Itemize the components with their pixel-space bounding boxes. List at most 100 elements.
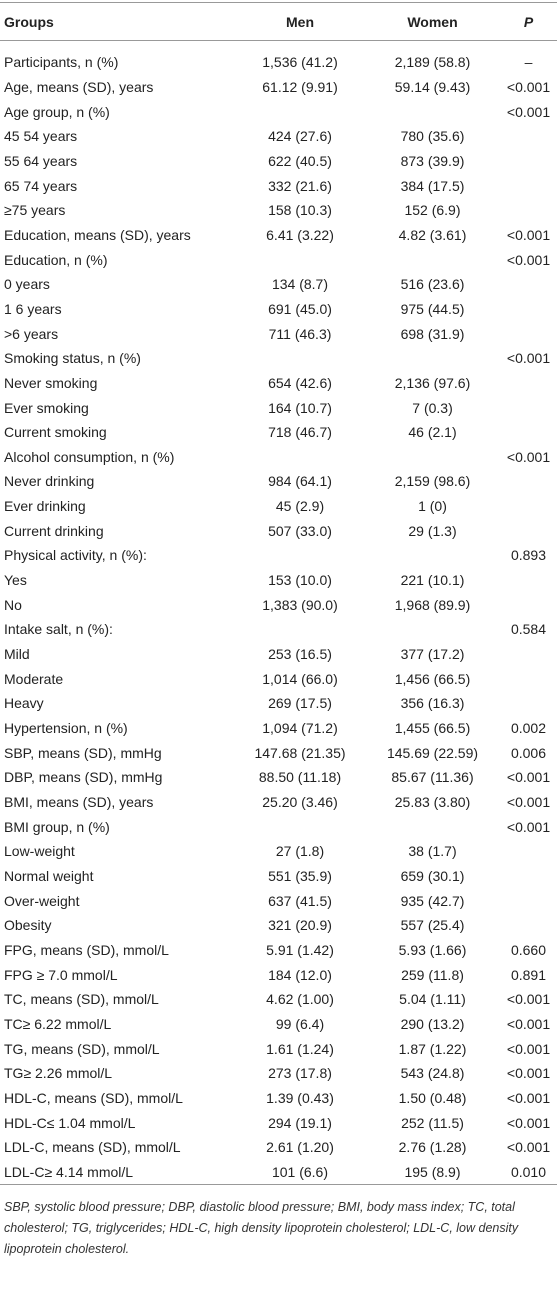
- table-cell: BMI group, n (%): [4, 818, 110, 835]
- table-cell: [500, 149, 557, 174]
- table-cell: [500, 666, 557, 691]
- table-cell: TC≥ 6.22 mmol/L: [4, 1015, 112, 1032]
- table-cell: 0.584: [510, 621, 547, 638]
- table-cell: HDL-C≤ 1.04 mmol/L: [4, 1114, 136, 1131]
- table-cell: 1,455 (66.5): [394, 720, 471, 737]
- table-cell: <0.001: [506, 78, 551, 95]
- table-cell: Normal weight: [4, 867, 94, 884]
- table-cell: 1 (0): [418, 498, 447, 515]
- table-cell: 551 (35.9): [268, 867, 332, 884]
- table-cell: FPG ≥ 7.0 mmol/L: [4, 966, 118, 983]
- table-cell: 691 (45.0): [268, 300, 332, 317]
- table-cell: [500, 297, 557, 322]
- table-row: >6 years 711 (46.3) 698 (31.9): [0, 321, 557, 346]
- table-cell: 2,159 (98.6): [394, 473, 471, 490]
- table-cell: Over-weight: [4, 892, 80, 909]
- table-cell: 332 (21.6): [268, 177, 332, 194]
- table-row: FPG ≥ 7.0 mmol/L 184 (12.0) 259 (11.8) 0.89…: [0, 962, 557, 987]
- table-cell: Ever smoking: [4, 399, 89, 416]
- table-cell: 45 (2.9): [275, 498, 325, 515]
- table-row: BMI group, n (%) <0.001: [0, 814, 557, 839]
- table-row: Alcohol consumption, n (%) <0.001: [0, 445, 557, 470]
- table-cell: 88.50 (11.18): [258, 769, 342, 786]
- table-cell: 557 (25.4): [400, 917, 465, 934]
- table-cell: Physical activity, n (%):: [4, 547, 147, 564]
- table-cell: Current drinking: [4, 522, 104, 539]
- table-cell: 164 (10.7): [268, 399, 332, 416]
- table-cell: 1,456 (66.5): [394, 670, 471, 687]
- table-cell: FPG, means (SD), mmol/L: [4, 941, 169, 958]
- table-cell: <0.001: [506, 1065, 551, 1082]
- table-row: Hypertension, n (%) 1,094 (71.2) 1,455 (66…: [0, 716, 557, 741]
- table-cell: 153 (10.0): [268, 572, 332, 589]
- table-cell: 46 (2.1): [408, 424, 457, 441]
- table-cell: [365, 346, 500, 371]
- table-cell: HDL-C, means (SD), mmol/L: [4, 1089, 183, 1106]
- table-cell: <0.001: [506, 1139, 551, 1156]
- table-cell: [500, 864, 557, 889]
- table-cell: [365, 99, 500, 124]
- table-cell: <0.001: [506, 818, 551, 835]
- table-cell: <0.001: [506, 1089, 551, 1106]
- table-cell: No: [4, 596, 22, 613]
- table-cell: Never smoking: [4, 374, 98, 391]
- table-cell: 543 (24.8): [400, 1065, 465, 1082]
- table-cell: Smoking status, n (%): [4, 350, 141, 367]
- table-cell: Current smoking: [4, 424, 107, 441]
- table-cell: 290 (13.2): [400, 1015, 465, 1032]
- table-cell: 147.68 (21.35): [254, 744, 346, 761]
- table-cell: 0.006: [510, 744, 547, 761]
- table-cell: [500, 494, 557, 519]
- table-row: LDL-C≥ 4.14 mmol/L 101 (6.6) 195 (8.9) 0.01…: [0, 1159, 557, 1186]
- table-row: TG, means (SD), mmol/L 1.61 (1.24) 1.87 (1…: [0, 1036, 557, 1061]
- table-cell: [235, 617, 365, 642]
- table-cell: 984 (64.1): [268, 473, 332, 490]
- table-cell: 2.61 (1.20): [266, 1139, 334, 1156]
- table-cell: 1,094 (71.2): [262, 720, 338, 737]
- footnote: SBP, systolic blood pressure; DBP, diast…: [4, 1200, 519, 1256]
- table-row: TC, means (SD), mmol/L 4.62 (1.00) 5.04 (1…: [0, 987, 557, 1012]
- table-cell: [500, 420, 557, 445]
- table-cell: [500, 321, 557, 346]
- table-row: SBP, means (SD), mmHg 147.68 (21.35) 145.6…: [0, 740, 557, 765]
- table-cell: 698 (31.9): [400, 325, 465, 342]
- table-cell: 1,383 (90.0): [262, 596, 338, 613]
- table-cell: >6 years: [4, 325, 59, 342]
- table-cell: [235, 543, 365, 568]
- header-cell: Groups: [0, 2, 235, 41]
- table-cell: 1,536 (41.2): [262, 54, 338, 71]
- table-cell: 7 (0.3): [412, 399, 453, 416]
- table-cell: <0.001: [506, 1114, 551, 1131]
- table-row: TC≥ 6.22 mmol/L 99 (6.4) 290 (13.2) <0.001: [0, 1012, 557, 1037]
- table-cell: Heavy: [4, 695, 44, 712]
- table-cell: Participants, n (%): [4, 54, 119, 71]
- table-cell: Obesity: [4, 917, 52, 934]
- table-row: LDL-C, means (SD), mmol/L 2.61 (1.20) 2.76…: [0, 1135, 557, 1160]
- table-cell: Alcohol consumption, n (%): [4, 448, 175, 465]
- table-cell: 27 (1.8): [275, 843, 325, 860]
- table-cell: 6.41 (3.22): [266, 226, 334, 243]
- table-cell: <0.001: [506, 226, 551, 243]
- table-cell: [500, 395, 557, 420]
- table-cell: 0.660: [510, 941, 547, 958]
- table-header: Groups Men Women P: [0, 2, 557, 41]
- table-cell: 2.76 (1.28): [398, 1139, 467, 1156]
- table-cell: 145.69 (22.59): [386, 744, 479, 761]
- table-cell: 1.87 (1.22): [398, 1040, 467, 1057]
- table-cell: [365, 247, 500, 272]
- table-row: Yes 153 (10.0) 221 (10.1): [0, 568, 557, 593]
- header-row: Groups Men Women P: [0, 2, 557, 41]
- spacer: [0, 41, 557, 51]
- table-cell: 25.20 (3.46): [262, 794, 338, 811]
- table-cell: <0.001: [506, 251, 551, 268]
- table-cell: 45 54 years: [4, 128, 78, 145]
- table-cell: [500, 691, 557, 716]
- table-cell: 935 (42.7): [400, 892, 465, 909]
- table-cell: [235, 445, 365, 470]
- table-cell: [500, 124, 557, 149]
- table-row: 55 64 years 622 (40.5) 873 (39.9): [0, 149, 557, 174]
- table-cell: 61.12 (9.91): [262, 78, 338, 95]
- table-row: Low-weight 27 (1.8) 38 (1.7): [0, 839, 557, 864]
- table-row: Normal weight 551 (35.9) 659 (30.1): [0, 864, 557, 889]
